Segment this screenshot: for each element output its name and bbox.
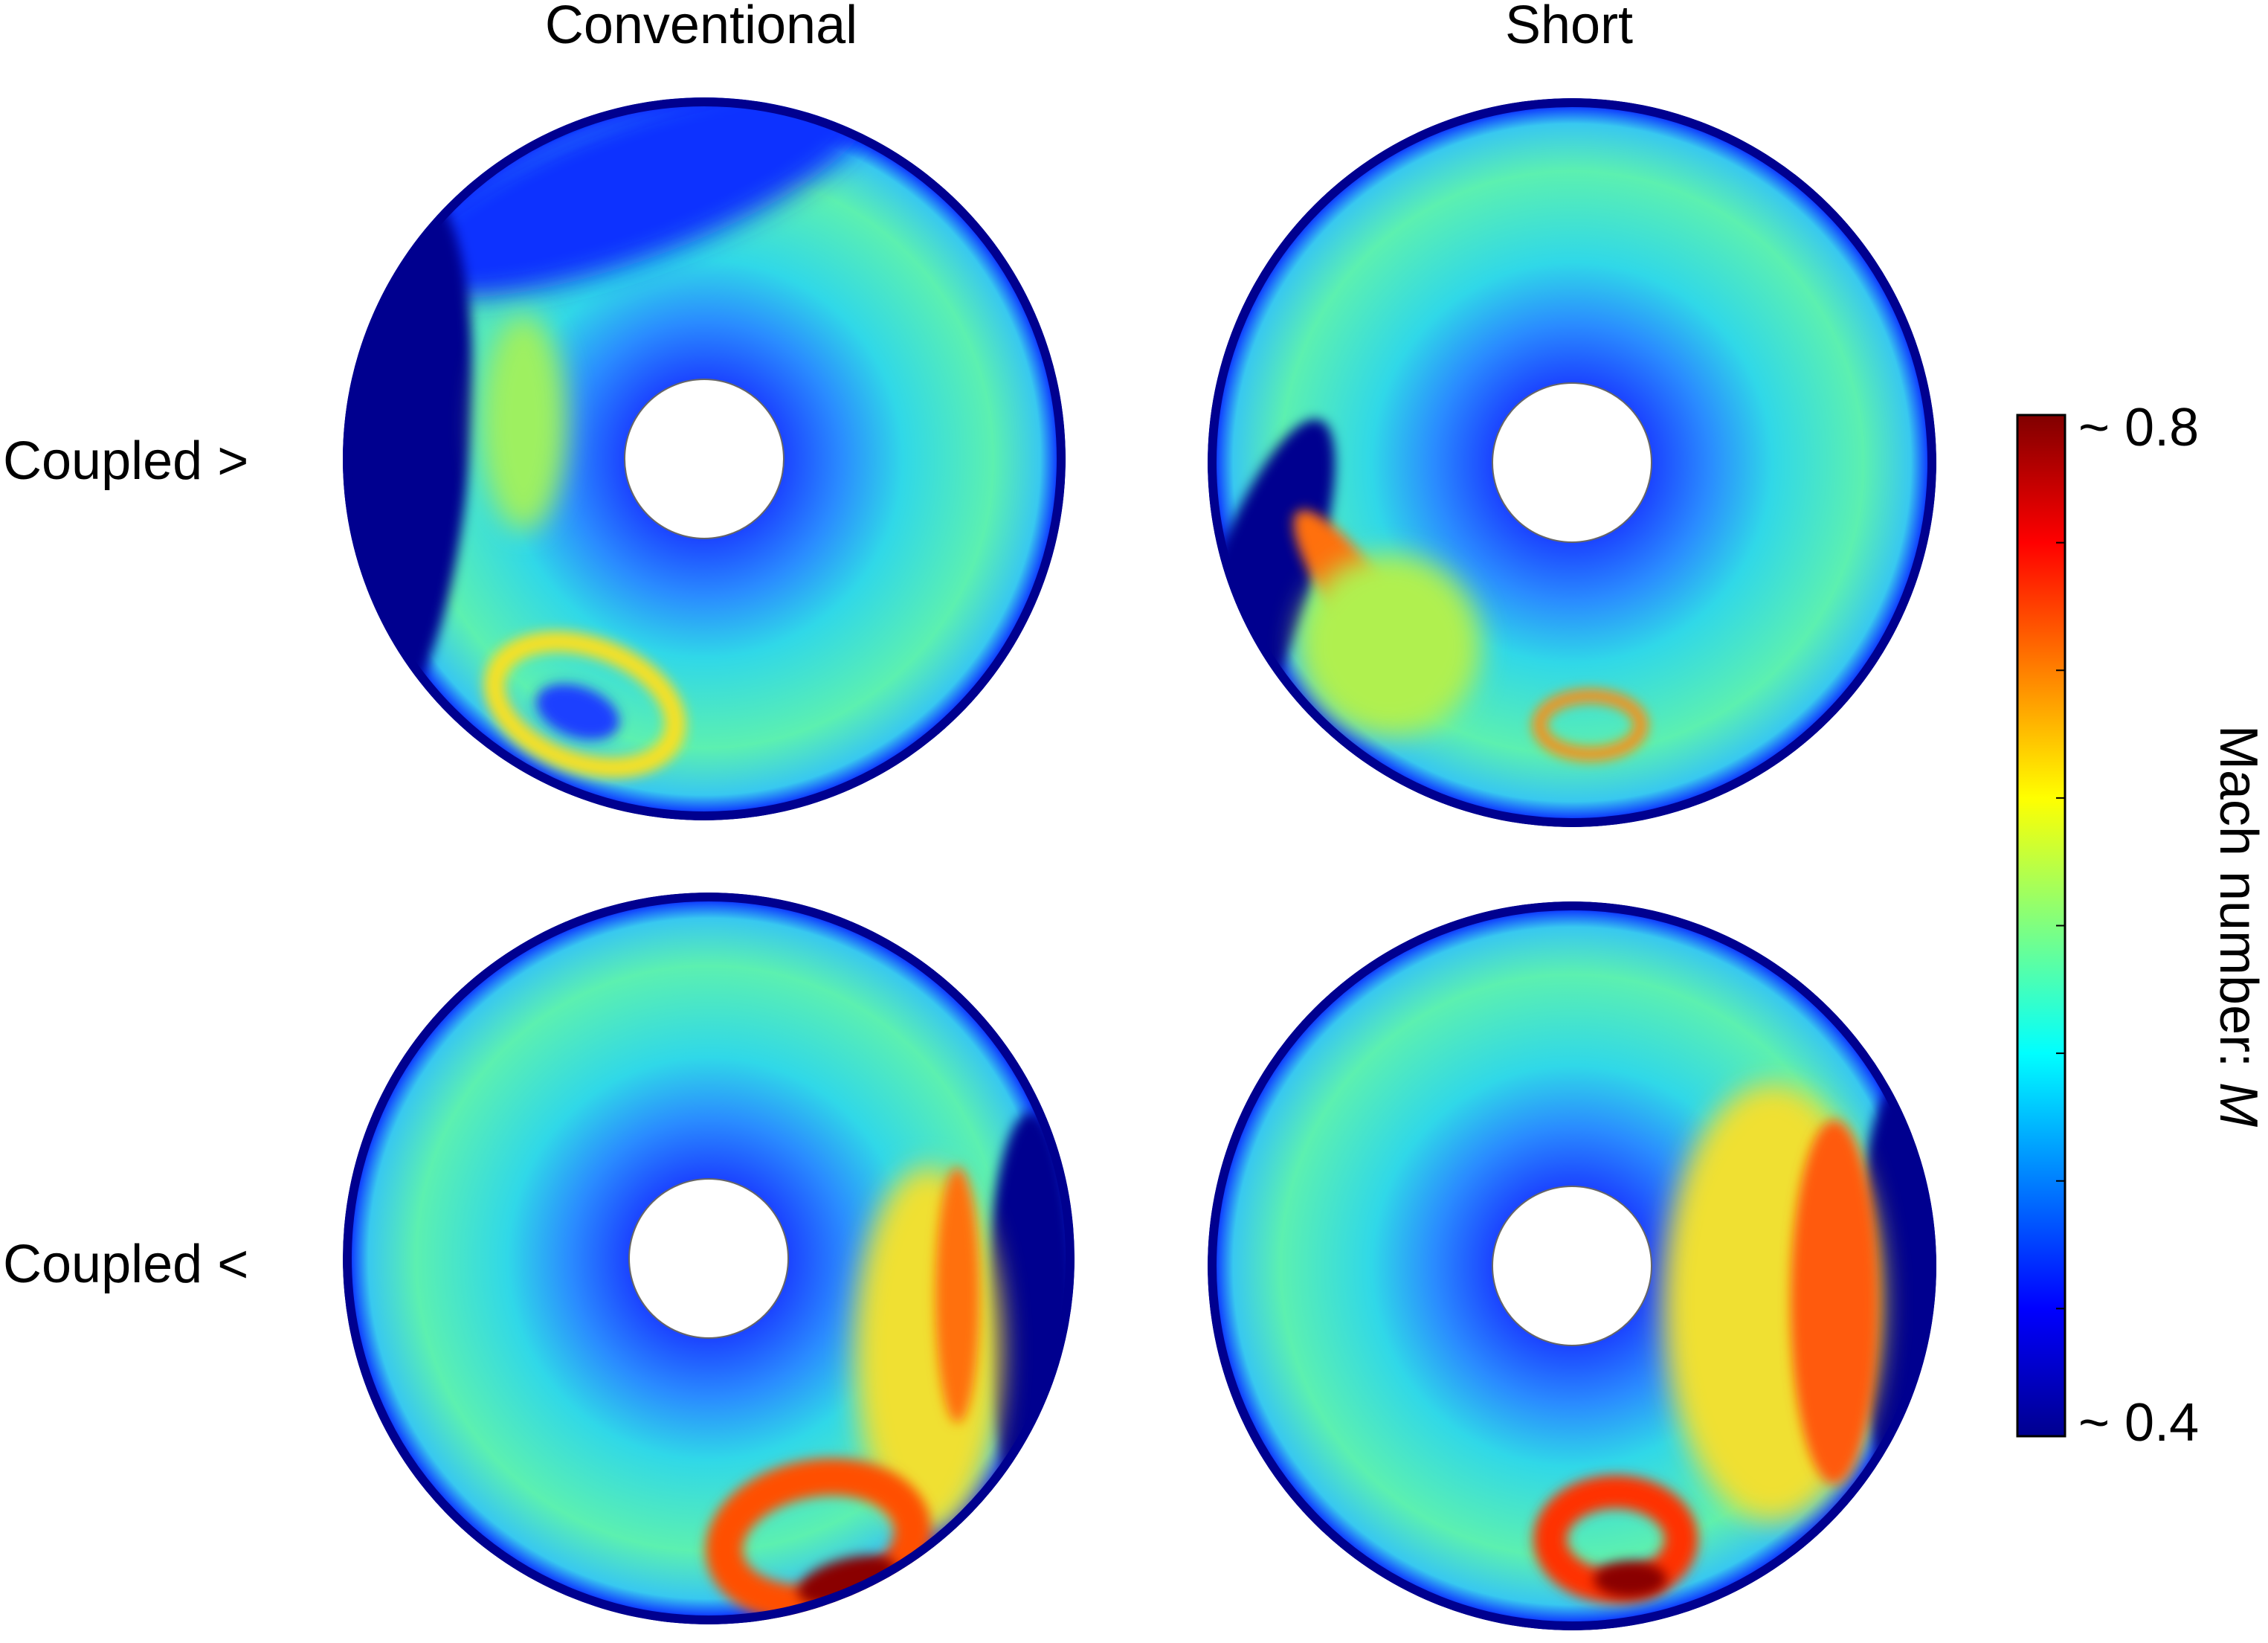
flow-feature	[393, 97, 872, 298]
flow-feature	[1594, 1560, 1667, 1598]
hub-hole	[628, 1178, 789, 1339]
flow-feature	[1791, 1120, 1878, 1485]
flow-feature	[480, 314, 567, 532]
colorbar-min-label: ~ 0.4	[2078, 1393, 2199, 1453]
colorbar-label: Mach number: M	[2209, 725, 2268, 1127]
row-label: Coupled >	[3, 431, 248, 491]
colorbar-symbol: M	[2209, 1082, 2268, 1127]
row-label: Coupled <	[3, 1235, 248, 1294]
disk-rim	[343, 97, 1066, 820]
hub-hole	[1492, 382, 1652, 543]
colorbar-max-label: ~ 0.8	[2078, 398, 2199, 457]
flow-feature	[935, 1167, 980, 1424]
flow-feature	[1532, 689, 1649, 761]
colorbar-label-text: Mach number:	[2209, 725, 2268, 1082]
flow-feature	[535, 684, 619, 740]
hub-hole	[1492, 1186, 1652, 1346]
disk-rim	[1208, 901, 1936, 1630]
column-title: Conventional	[545, 0, 857, 55]
hub-hole	[624, 379, 785, 539]
column-title: Short	[1505, 0, 1633, 55]
flow-feature	[483, 631, 686, 779]
flow-feature	[1298, 553, 1481, 736]
disk-rim	[343, 893, 1075, 1624]
disk-rim	[1208, 98, 1936, 827]
